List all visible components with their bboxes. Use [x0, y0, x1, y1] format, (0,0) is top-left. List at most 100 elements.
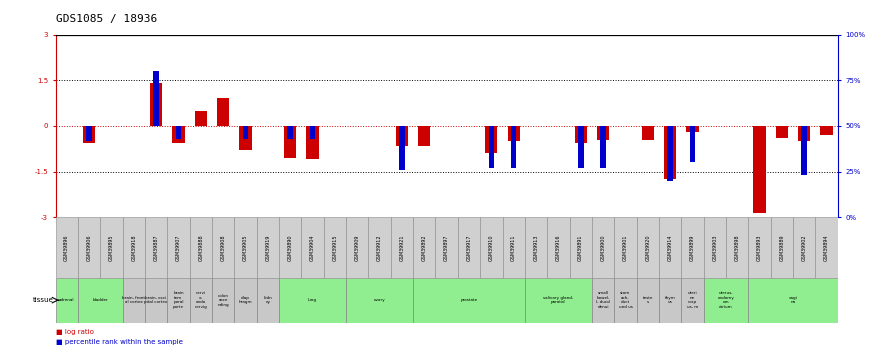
Text: uteri
ne
corp
us, m: uteri ne corp us, m [687, 291, 698, 309]
Bar [681, 217, 703, 278]
Bar [748, 278, 838, 323]
Text: GSM39914: GSM39914 [668, 234, 673, 261]
Text: diap
hragm: diap hragm [238, 296, 253, 304]
Text: GSM39921: GSM39921 [400, 234, 404, 261]
Text: GSM39894: GSM39894 [824, 234, 829, 261]
Bar [507, 126, 520, 141]
Bar [123, 278, 145, 323]
Bar [637, 217, 659, 278]
Bar [284, 126, 297, 158]
Bar [793, 217, 815, 278]
Bar [642, 126, 654, 140]
Text: GSM39891: GSM39891 [578, 234, 583, 261]
Text: bladder: bladder [92, 298, 108, 302]
Bar [172, 126, 185, 143]
Bar [323, 217, 346, 278]
Text: ■ log ratio: ■ log ratio [56, 329, 93, 335]
Bar [615, 217, 637, 278]
Text: stom
ach,
duct
und us: stom ach, duct und us [618, 291, 633, 309]
Bar [168, 217, 190, 278]
Bar [212, 217, 235, 278]
Text: GSM39918: GSM39918 [132, 234, 136, 261]
Bar [217, 99, 229, 126]
Text: GSM39900: GSM39900 [600, 234, 606, 261]
Text: vagi
na: vagi na [788, 296, 797, 304]
Text: tissue: tissue [33, 297, 54, 303]
Bar [511, 126, 516, 168]
Text: GSM39898: GSM39898 [735, 234, 740, 261]
Text: GSM39895: GSM39895 [109, 234, 114, 261]
Text: GSM39913: GSM39913 [533, 234, 538, 261]
Text: GSM39907: GSM39907 [176, 234, 181, 261]
Text: brain
tem
poral
porte: brain tem poral porte [173, 291, 184, 309]
Text: GSM39905: GSM39905 [243, 234, 248, 261]
Text: GSM39912: GSM39912 [377, 234, 382, 261]
Bar [659, 278, 681, 323]
Bar [798, 126, 810, 141]
Bar [235, 278, 256, 323]
Bar [748, 217, 771, 278]
Bar [56, 278, 78, 323]
Text: GSM39887: GSM39887 [153, 234, 159, 261]
Bar [310, 126, 315, 139]
Bar [123, 217, 145, 278]
Bar [256, 278, 279, 323]
Text: brain, occi
pital cortex: brain, occi pital cortex [144, 296, 168, 304]
Bar [703, 217, 726, 278]
Text: uterus,
endomy
om
etrium: uterus, endomy om etrium [718, 291, 735, 309]
Bar [413, 278, 525, 323]
Bar [597, 126, 609, 140]
Bar [776, 126, 788, 138]
Bar [668, 126, 673, 181]
Text: lung: lung [308, 298, 317, 302]
Bar [176, 126, 181, 139]
Bar [346, 217, 368, 278]
Text: GSM39899: GSM39899 [690, 234, 695, 261]
Bar [480, 217, 503, 278]
Bar [145, 217, 168, 278]
Bar [168, 278, 190, 323]
Bar [525, 278, 592, 323]
Text: kidn
ey: kidn ey [263, 296, 272, 304]
Bar [78, 217, 100, 278]
Text: teste
s: teste s [642, 296, 653, 304]
Bar [615, 278, 637, 323]
Bar [435, 217, 458, 278]
Bar [458, 217, 480, 278]
Text: GSM39910: GSM39910 [489, 234, 494, 261]
Bar [486, 126, 497, 153]
Bar [194, 111, 207, 126]
Text: GSM39902: GSM39902 [802, 234, 806, 261]
Bar [288, 126, 293, 139]
Text: GSM39911: GSM39911 [512, 234, 516, 261]
Bar [592, 217, 615, 278]
Bar [391, 217, 413, 278]
Bar [256, 217, 279, 278]
Text: ■ percentile rank within the sample: ■ percentile rank within the sample [56, 338, 183, 345]
Bar [574, 126, 587, 143]
Bar [600, 126, 606, 168]
Bar [235, 217, 256, 278]
Text: brain, front
al cortex: brain, front al cortex [122, 296, 145, 304]
Text: GSM39903: GSM39903 [712, 234, 718, 261]
Text: GSM39896: GSM39896 [65, 234, 69, 261]
Bar [686, 126, 699, 132]
Text: GSM39889: GSM39889 [780, 234, 784, 261]
Text: GSM39888: GSM39888 [198, 234, 203, 261]
Bar [771, 217, 793, 278]
Bar [78, 278, 123, 323]
Bar [239, 126, 252, 150]
Text: GSM39906: GSM39906 [87, 234, 91, 261]
Bar [578, 126, 583, 168]
Text: small
bowel,
I, ducd
denui: small bowel, I, ducd denui [596, 291, 610, 309]
Bar [150, 83, 162, 126]
Text: adrenal: adrenal [59, 298, 74, 302]
Text: GSM39890: GSM39890 [288, 234, 293, 261]
Bar [570, 217, 592, 278]
Text: salivary gland,
parotid: salivary gland, parotid [543, 296, 573, 304]
Text: GSM39904: GSM39904 [310, 234, 315, 261]
Bar [547, 217, 570, 278]
Bar [801, 126, 807, 175]
Bar [821, 126, 832, 135]
Bar [153, 71, 159, 126]
